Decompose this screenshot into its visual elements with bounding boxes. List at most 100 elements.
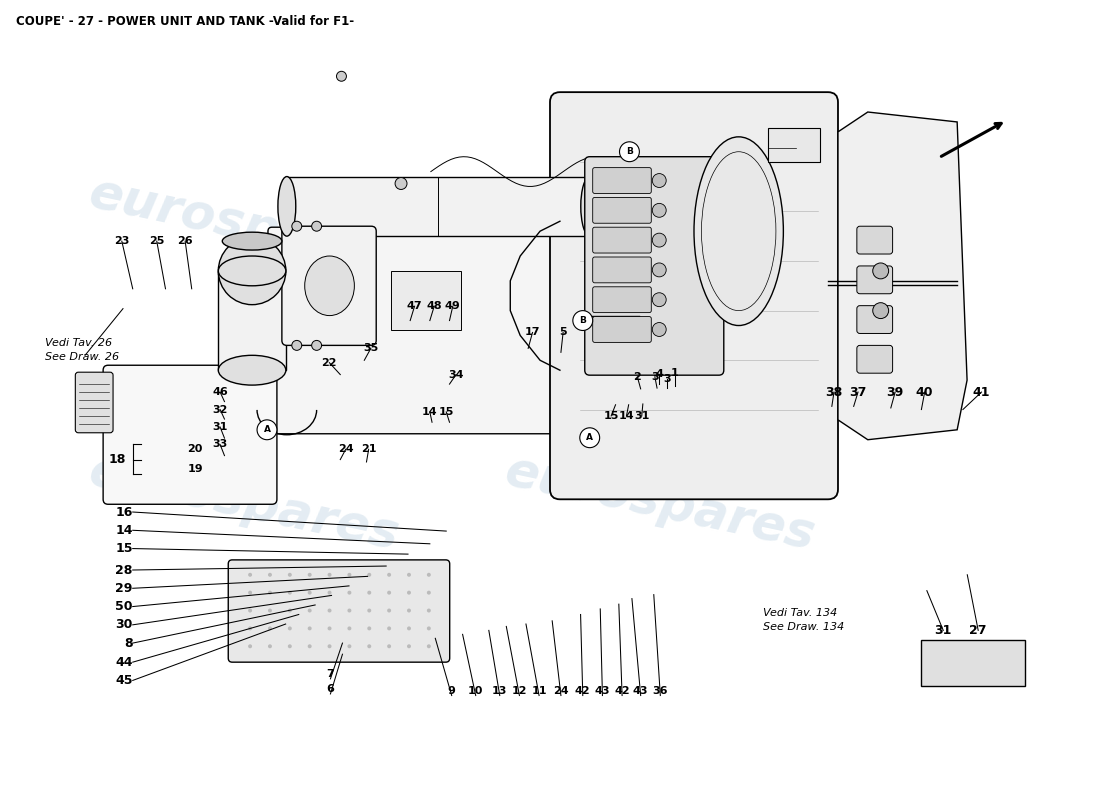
Text: 23: 23 bbox=[114, 236, 130, 246]
Text: 37: 37 bbox=[849, 386, 867, 398]
Circle shape bbox=[288, 609, 292, 613]
Circle shape bbox=[427, 573, 431, 577]
Circle shape bbox=[249, 609, 252, 613]
Circle shape bbox=[367, 609, 371, 613]
Text: 27: 27 bbox=[969, 624, 987, 637]
FancyBboxPatch shape bbox=[75, 372, 113, 433]
Text: 17: 17 bbox=[525, 327, 540, 338]
Text: 30: 30 bbox=[116, 618, 133, 631]
Circle shape bbox=[427, 609, 431, 613]
Circle shape bbox=[249, 644, 252, 648]
Bar bbox=[218, 270, 286, 306]
Ellipse shape bbox=[694, 137, 783, 326]
Text: 14: 14 bbox=[618, 411, 635, 421]
Text: 25: 25 bbox=[150, 236, 164, 246]
Circle shape bbox=[580, 428, 600, 448]
Text: 1: 1 bbox=[671, 368, 679, 378]
Circle shape bbox=[288, 573, 292, 577]
Text: 43: 43 bbox=[632, 686, 648, 695]
Bar bbox=[218, 271, 286, 370]
FancyBboxPatch shape bbox=[282, 226, 376, 346]
Bar bbox=[287, 177, 590, 236]
Text: 32: 32 bbox=[212, 405, 228, 414]
Circle shape bbox=[292, 341, 301, 350]
Text: 49: 49 bbox=[444, 302, 461, 311]
Circle shape bbox=[407, 626, 411, 630]
Text: 42: 42 bbox=[614, 686, 630, 695]
Text: 14: 14 bbox=[116, 524, 133, 537]
Text: 34: 34 bbox=[449, 370, 464, 379]
Text: 18: 18 bbox=[109, 453, 126, 466]
Text: 3: 3 bbox=[663, 374, 671, 384]
Circle shape bbox=[387, 644, 392, 648]
Text: eurospares: eurospares bbox=[499, 447, 818, 560]
Circle shape bbox=[427, 590, 431, 594]
Text: 31: 31 bbox=[634, 411, 649, 421]
Text: 29: 29 bbox=[116, 582, 133, 594]
Text: See Draw. 134: See Draw. 134 bbox=[763, 622, 845, 632]
FancyBboxPatch shape bbox=[857, 306, 892, 334]
Bar bbox=[922, 640, 1025, 686]
Ellipse shape bbox=[218, 355, 286, 385]
Circle shape bbox=[308, 609, 311, 613]
FancyBboxPatch shape bbox=[593, 227, 651, 253]
Text: 21: 21 bbox=[361, 444, 376, 454]
Text: 36: 36 bbox=[652, 686, 668, 695]
Text: eurospares: eurospares bbox=[521, 169, 840, 282]
Text: 46: 46 bbox=[212, 387, 228, 397]
Circle shape bbox=[308, 573, 311, 577]
Text: See Draw. 26: See Draw. 26 bbox=[45, 352, 120, 362]
Circle shape bbox=[288, 644, 292, 648]
Text: 4: 4 bbox=[656, 369, 663, 378]
Circle shape bbox=[328, 609, 331, 613]
Circle shape bbox=[348, 626, 351, 630]
Circle shape bbox=[328, 644, 331, 648]
Ellipse shape bbox=[652, 233, 667, 247]
Text: 44: 44 bbox=[116, 656, 133, 669]
FancyBboxPatch shape bbox=[593, 198, 651, 223]
Ellipse shape bbox=[652, 203, 667, 218]
Ellipse shape bbox=[305, 256, 354, 315]
Text: B: B bbox=[626, 147, 632, 156]
Text: 6: 6 bbox=[327, 684, 334, 694]
FancyBboxPatch shape bbox=[857, 346, 892, 373]
Text: 26: 26 bbox=[177, 236, 192, 246]
Circle shape bbox=[367, 626, 371, 630]
Circle shape bbox=[288, 590, 292, 594]
Circle shape bbox=[257, 420, 277, 440]
Text: 10: 10 bbox=[468, 686, 483, 695]
Ellipse shape bbox=[218, 237, 286, 305]
Text: 31: 31 bbox=[935, 624, 952, 637]
Circle shape bbox=[268, 609, 272, 613]
FancyBboxPatch shape bbox=[585, 157, 724, 375]
Circle shape bbox=[308, 626, 311, 630]
Text: 11: 11 bbox=[531, 686, 547, 695]
Bar bbox=[311, 261, 372, 330]
Ellipse shape bbox=[278, 177, 296, 236]
Circle shape bbox=[348, 609, 351, 613]
Ellipse shape bbox=[652, 263, 667, 277]
Circle shape bbox=[268, 626, 272, 630]
Text: 14: 14 bbox=[422, 407, 438, 417]
Text: 24: 24 bbox=[338, 444, 353, 454]
Text: 41: 41 bbox=[972, 386, 990, 398]
Circle shape bbox=[387, 573, 392, 577]
Circle shape bbox=[249, 626, 252, 630]
Text: A: A bbox=[586, 434, 593, 442]
Circle shape bbox=[872, 263, 889, 279]
Text: 15: 15 bbox=[116, 542, 133, 555]
Polygon shape bbox=[838, 112, 967, 440]
Circle shape bbox=[573, 310, 593, 330]
Circle shape bbox=[407, 609, 411, 613]
Circle shape bbox=[427, 644, 431, 648]
Text: COUPE' - 27 - POWER UNIT AND TANK -Valid for F1-: COUPE' - 27 - POWER UNIT AND TANK -Valid… bbox=[15, 14, 354, 28]
Text: 28: 28 bbox=[116, 563, 133, 577]
Circle shape bbox=[328, 626, 331, 630]
Circle shape bbox=[308, 590, 311, 594]
Text: 45: 45 bbox=[116, 674, 133, 687]
Circle shape bbox=[407, 590, 411, 594]
Text: 3: 3 bbox=[651, 372, 659, 382]
Text: 15: 15 bbox=[604, 411, 619, 421]
Circle shape bbox=[872, 302, 889, 318]
Circle shape bbox=[268, 644, 272, 648]
